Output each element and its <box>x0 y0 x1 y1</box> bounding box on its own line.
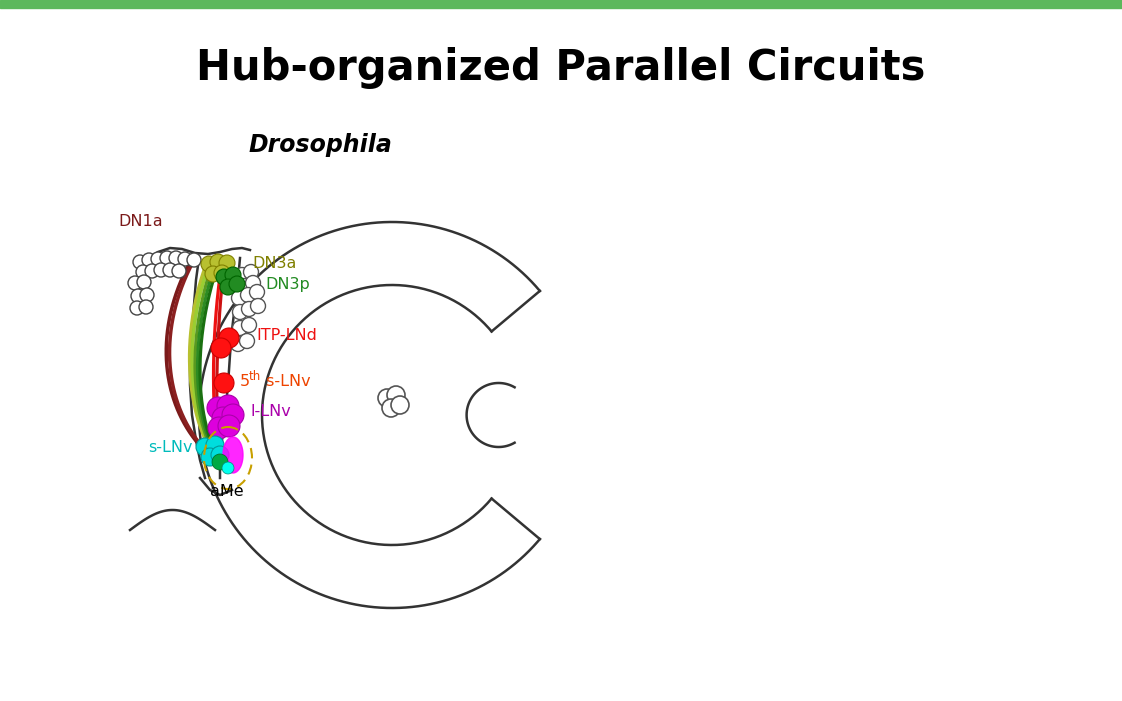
Bar <box>0 0 1122 8</box>
Circle shape <box>241 301 257 316</box>
Circle shape <box>210 254 226 270</box>
Circle shape <box>387 386 405 404</box>
Circle shape <box>201 448 219 466</box>
Circle shape <box>222 404 243 426</box>
Circle shape <box>240 287 256 303</box>
Circle shape <box>169 251 183 265</box>
Circle shape <box>214 265 230 281</box>
Circle shape <box>130 301 144 315</box>
Circle shape <box>232 304 248 320</box>
Circle shape <box>218 415 240 437</box>
Circle shape <box>232 320 248 336</box>
Circle shape <box>131 289 145 303</box>
Circle shape <box>151 252 165 266</box>
Circle shape <box>381 399 401 417</box>
Circle shape <box>243 264 258 280</box>
Circle shape <box>196 438 214 456</box>
Circle shape <box>239 334 255 348</box>
Circle shape <box>142 253 156 267</box>
Text: DN3a: DN3a <box>252 257 296 271</box>
Circle shape <box>187 253 201 267</box>
Circle shape <box>246 275 260 290</box>
Text: DN1a: DN1a <box>118 215 163 229</box>
Circle shape <box>226 267 241 283</box>
Circle shape <box>154 263 168 277</box>
Circle shape <box>212 407 234 429</box>
Circle shape <box>211 338 231 358</box>
Text: s-LNv: s-LNv <box>148 440 193 454</box>
Circle shape <box>390 396 410 414</box>
Circle shape <box>201 256 217 272</box>
Text: 5: 5 <box>240 374 250 388</box>
Circle shape <box>234 268 249 283</box>
Circle shape <box>212 454 228 470</box>
Circle shape <box>136 265 150 279</box>
Circle shape <box>206 436 224 454</box>
Text: DN3p: DN3p <box>265 278 310 292</box>
Circle shape <box>139 300 153 314</box>
Circle shape <box>378 389 396 407</box>
Circle shape <box>217 395 239 417</box>
Circle shape <box>229 276 245 292</box>
Circle shape <box>172 264 186 278</box>
Circle shape <box>137 275 151 289</box>
Circle shape <box>237 278 251 294</box>
Circle shape <box>178 252 192 266</box>
Text: ITP-LNd: ITP-LNd <box>256 329 316 343</box>
Text: Drosophila: Drosophila <box>248 133 392 157</box>
Circle shape <box>219 255 234 271</box>
Circle shape <box>217 269 232 285</box>
Circle shape <box>250 299 266 313</box>
Text: l-LNv: l-LNv <box>250 404 291 418</box>
Circle shape <box>214 373 234 393</box>
Text: s-LNv: s-LNv <box>261 374 311 388</box>
Circle shape <box>163 263 177 277</box>
Circle shape <box>211 446 229 464</box>
Circle shape <box>145 264 159 278</box>
Circle shape <box>205 266 221 282</box>
Text: Hub-organized Parallel Circuits: Hub-organized Parallel Circuits <box>196 47 926 89</box>
Circle shape <box>219 328 239 348</box>
Circle shape <box>241 318 257 332</box>
Circle shape <box>220 279 236 295</box>
Text: aMe: aMe <box>210 484 243 500</box>
Circle shape <box>222 462 234 474</box>
Polygon shape <box>223 437 243 473</box>
Circle shape <box>160 251 174 265</box>
Circle shape <box>230 336 246 351</box>
Circle shape <box>206 397 229 419</box>
Circle shape <box>249 285 265 299</box>
Circle shape <box>128 276 142 290</box>
Circle shape <box>208 417 230 439</box>
Text: th: th <box>249 369 261 383</box>
Circle shape <box>134 255 147 269</box>
Circle shape <box>140 288 154 302</box>
Circle shape <box>231 290 247 306</box>
